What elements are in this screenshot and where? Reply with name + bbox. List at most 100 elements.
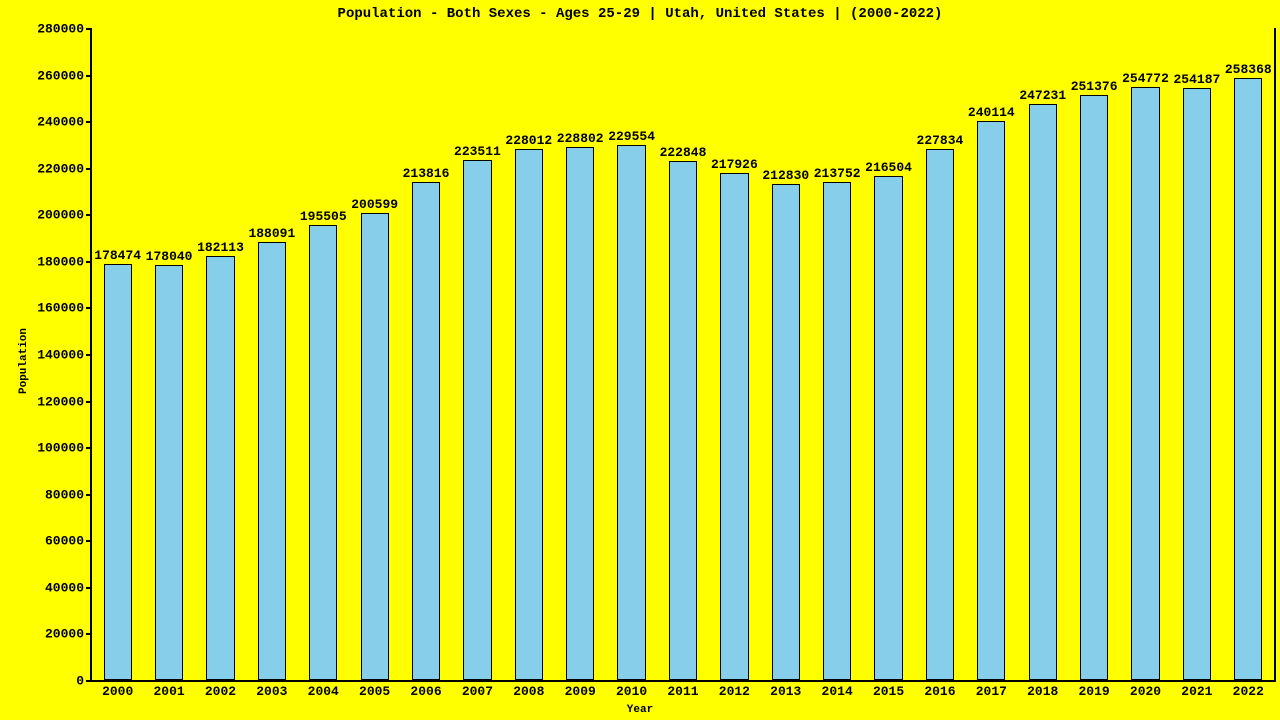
bar: 254187 [1183,88,1211,680]
bar-value-label: 228012 [505,133,552,148]
x-tick-label: 2019 [1079,684,1110,699]
bar-value-label: 247231 [1019,88,1066,103]
bar-slot: 2547722020 [1120,28,1171,680]
bar-slot: 1955052004 [298,28,349,680]
bar: 217926 [720,173,748,680]
bar-value-label: 200599 [351,197,398,212]
bar-slot: 1780402001 [143,28,194,680]
bar-slot: 1821132002 [195,28,246,680]
bar-slot: 2179262012 [709,28,760,680]
bar: 182113 [206,256,234,680]
y-tick-label: 60000 [45,534,84,549]
bar-value-label: 254772 [1122,71,1169,86]
x-tick-label: 2007 [462,684,493,699]
bar-value-label: 213752 [814,166,861,181]
x-axis-title: Year [0,704,1280,716]
bar-value-label: 213816 [403,166,450,181]
y-tick-label: 160000 [37,301,84,316]
x-tick-label: 2009 [565,684,596,699]
bar: 228012 [515,149,543,680]
bar: 213752 [823,182,851,680]
bar-slot: 2280122008 [503,28,554,680]
y-tick-label: 100000 [37,441,84,456]
x-tick-label: 2011 [667,684,698,699]
x-tick-label: 2016 [924,684,955,699]
bar: 229554 [617,145,645,680]
y-axis-title: Population [18,328,30,394]
y-tick-label: 80000 [45,487,84,502]
x-tick-label: 2004 [308,684,339,699]
bar-slot: 2005992005 [349,28,400,680]
bar: 251376 [1080,95,1108,680]
bar-value-label: 258368 [1225,62,1272,77]
bar-value-label: 217926 [711,157,758,172]
bar-slot: 2583682022 [1223,28,1274,680]
bar: 228802 [566,147,594,680]
bar: 216504 [874,176,902,680]
bar-slot: 2288022009 [555,28,606,680]
bar-value-label: 254187 [1173,72,1220,87]
bar: 195505 [309,225,337,680]
bar-value-label: 222848 [660,145,707,160]
bar-slot: 2295542010 [606,28,657,680]
bar-value-label: 182113 [197,240,244,255]
bar: 213816 [412,182,440,680]
x-tick-label: 2002 [205,684,236,699]
bar-slot: 2472312018 [1017,28,1068,680]
bar-value-label: 178474 [94,248,141,263]
bar: 212830 [772,184,800,680]
bar-value-label: 251376 [1071,79,1118,94]
bar-value-label: 195505 [300,209,347,224]
y-tick-label: 240000 [37,115,84,130]
bar-value-label: 240114 [968,105,1015,120]
y-tick-mark [86,680,92,682]
x-tick-label: 2021 [1181,684,1212,699]
bar: 222848 [669,161,697,680]
bar-value-label: 216504 [865,160,912,175]
y-tick-label: 0 [76,674,84,689]
bar: 240114 [977,121,1005,680]
y-tick-label: 260000 [37,68,84,83]
y-tick-label: 20000 [45,627,84,642]
x-tick-label: 2013 [770,684,801,699]
y-tick-label: 40000 [45,580,84,595]
bar: 188091 [258,242,286,680]
x-tick-label: 2020 [1130,684,1161,699]
bar-slot: 2128302013 [760,28,811,680]
y-tick-label: 140000 [37,348,84,363]
chart-title: Population - Both Sexes - Ages 25-29 | U… [0,6,1280,22]
bar-value-label: 227834 [917,133,964,148]
x-tick-label: 2000 [102,684,133,699]
bar-value-label: 228802 [557,131,604,146]
x-tick-label: 2010 [616,684,647,699]
bar-value-label: 212830 [762,168,809,183]
x-tick-label: 2022 [1233,684,1264,699]
chart-container: Population - Both Sexes - Ages 25-29 | U… [0,0,1280,720]
x-tick-label: 2008 [513,684,544,699]
bar-slot: 2138162006 [400,28,451,680]
bar-slot: 2165042015 [863,28,914,680]
bar-slot: 2137522014 [811,28,862,680]
plot-area: 0200004000060000800001000001200001400001… [90,28,1276,682]
x-tick-label: 2001 [153,684,184,699]
bar-slot: 2541872021 [1171,28,1222,680]
bar-value-label: 188091 [248,226,295,241]
y-tick-label: 120000 [37,394,84,409]
bar: 178474 [104,264,132,680]
bar-slot: 1880912003 [246,28,297,680]
bar-slot: 2228482011 [657,28,708,680]
bars-layer: 1784742000178040200118211320021880912003… [92,28,1274,680]
x-tick-label: 2012 [719,684,750,699]
bar-slot: 2513762019 [1068,28,1119,680]
y-tick-label: 180000 [37,254,84,269]
x-tick-label: 2015 [873,684,904,699]
bar-value-label: 178040 [146,249,193,264]
bar-slot: 2278342016 [914,28,965,680]
bar: 258368 [1234,78,1262,680]
bar: 247231 [1029,104,1057,680]
bar-slot: 1784742000 [92,28,143,680]
y-tick-label: 200000 [37,208,84,223]
x-tick-label: 2014 [822,684,853,699]
bar: 254772 [1131,87,1159,680]
bar: 200599 [361,213,389,680]
